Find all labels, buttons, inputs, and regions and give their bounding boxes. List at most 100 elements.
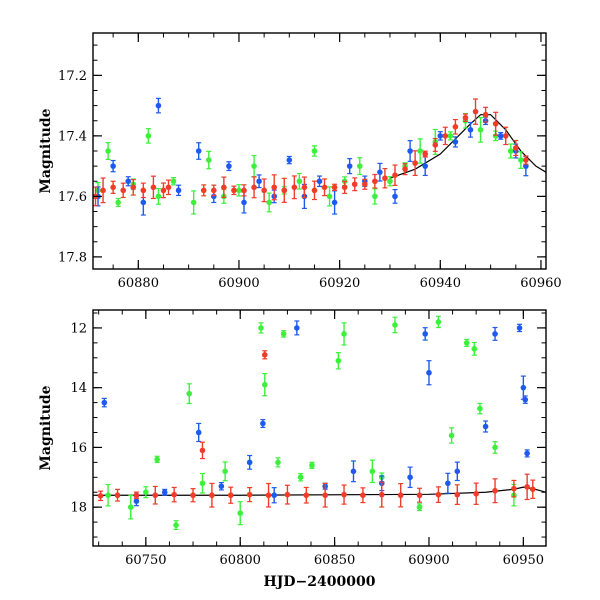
data-point [237, 510, 244, 516]
data-point [155, 193, 162, 200]
data-point [222, 468, 228, 475]
data-point [507, 148, 514, 154]
data-point [195, 148, 202, 154]
y-tick-label: 18 [70, 501, 87, 516]
x-tick-label: 60750 [125, 553, 166, 568]
data-point [462, 114, 469, 121]
data-point [454, 468, 461, 475]
data-point [266, 199, 272, 206]
data-point [271, 184, 278, 191]
data-point [445, 480, 451, 487]
data-point [452, 139, 459, 145]
data-point [265, 492, 272, 499]
data-point [524, 484, 530, 490]
data-point [110, 163, 116, 169]
data-point [335, 357, 342, 364]
series-2 [93, 98, 529, 207]
data-point [256, 178, 262, 185]
data-point [154, 456, 160, 463]
data-point [231, 187, 237, 194]
data-point [447, 133, 454, 139]
data-point [133, 492, 140, 499]
data-point [360, 492, 366, 499]
data-point [161, 489, 168, 496]
data-point [221, 184, 227, 191]
data-point [472, 108, 479, 115]
data-point [284, 491, 291, 498]
data-point [296, 178, 303, 185]
data-point [435, 491, 442, 498]
data-point [145, 133, 152, 139]
data-point [309, 462, 315, 469]
data-point [416, 492, 423, 499]
data-point [407, 148, 413, 154]
data-point [372, 178, 378, 185]
series-1 [101, 320, 530, 507]
data-point [331, 199, 338, 206]
data-point [417, 148, 423, 154]
data-point [477, 127, 484, 133]
data-point [392, 172, 398, 179]
data-point [448, 432, 455, 439]
data-point [482, 423, 489, 430]
data-point [473, 490, 479, 497]
bottom-panel: 60750 60800 60850 60900 60950 12 14 16 18 Magnitu… [38, 309, 547, 590]
data-point [416, 504, 423, 510]
data-point [130, 184, 137, 191]
data-point [303, 492, 310, 499]
data-point [492, 331, 498, 337]
data-point [518, 157, 524, 163]
data-point [246, 459, 253, 466]
data-point [442, 133, 449, 139]
y-axis-label: Magnitude [38, 108, 54, 193]
x-tick-label: 60960 [520, 276, 561, 291]
data-point [261, 381, 268, 388]
data-point [125, 178, 132, 185]
data-point [452, 123, 459, 130]
data-point [341, 184, 348, 191]
x-tick-label: 60920 [319, 276, 360, 291]
data-point [407, 474, 413, 481]
data-point [454, 491, 461, 498]
x-axis-label: HJD−2400000 [264, 574, 376, 590]
data-point [115, 199, 121, 206]
data-point [346, 163, 353, 169]
series-0 [105, 315, 517, 531]
data-point [377, 169, 383, 175]
data-point [522, 396, 529, 403]
data-point [492, 487, 498, 494]
data-point [392, 322, 398, 328]
data-point [432, 142, 439, 148]
y-tick-label: 17.6 [58, 190, 87, 205]
data-point [100, 187, 106, 194]
data-point [463, 340, 470, 346]
data-point [321, 184, 328, 191]
data-point [227, 492, 234, 499]
data-point [422, 331, 429, 337]
x-tick-label: 60940 [420, 276, 461, 291]
plot-frame [92, 32, 547, 270]
data-point [258, 325, 264, 331]
data-point [326, 193, 333, 200]
data-point [511, 485, 517, 492]
data-point [271, 492, 278, 499]
data-point [114, 492, 121, 499]
data-point [412, 160, 418, 166]
data-point [205, 157, 212, 163]
data-point [322, 492, 328, 499]
data-point [482, 111, 489, 118]
y-axis-label: Magnitude [38, 385, 54, 470]
data-point [356, 163, 363, 169]
data-point [150, 184, 157, 191]
data-point [241, 187, 247, 194]
data-point [260, 420, 266, 427]
data-point [471, 346, 478, 352]
data-point [170, 178, 177, 185]
data-point [199, 480, 206, 487]
data-point [246, 491, 253, 498]
y-tick-label: 17.2 [58, 69, 87, 84]
data-point [105, 148, 111, 154]
data-point [209, 492, 215, 499]
y-tick-label: 12 [70, 321, 87, 336]
data-point [190, 199, 197, 206]
